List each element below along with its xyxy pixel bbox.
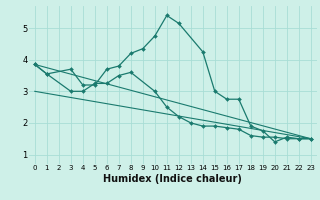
X-axis label: Humidex (Indice chaleur): Humidex (Indice chaleur) — [103, 174, 242, 184]
